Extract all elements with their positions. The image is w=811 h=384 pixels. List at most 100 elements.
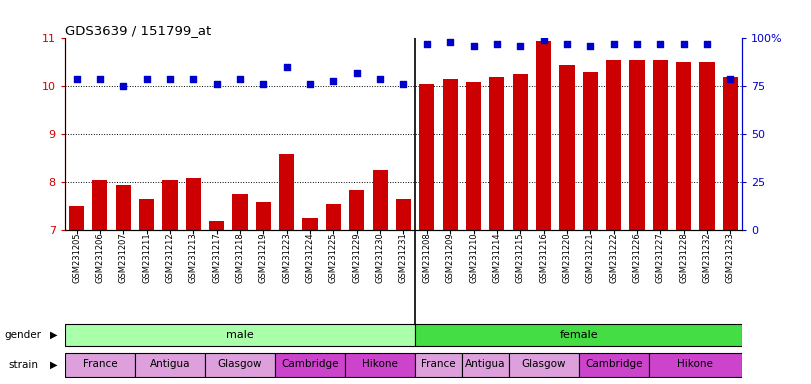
Text: GSM231209: GSM231209 <box>446 232 455 283</box>
Point <box>234 76 247 82</box>
Text: Hikone: Hikone <box>363 359 398 369</box>
Point <box>397 81 410 88</box>
Bar <box>629 60 645 230</box>
Bar <box>723 77 738 230</box>
Point <box>467 43 480 49</box>
Point <box>140 76 153 82</box>
Text: ▶: ▶ <box>50 330 58 340</box>
Bar <box>303 218 318 230</box>
Point <box>560 41 573 47</box>
Text: GSM231206: GSM231206 <box>96 232 105 283</box>
Point <box>607 41 620 47</box>
Text: Glasgow: Glasgow <box>218 359 262 369</box>
FancyBboxPatch shape <box>508 353 578 377</box>
FancyBboxPatch shape <box>461 353 508 377</box>
Point <box>537 37 550 43</box>
Text: GDS3639 / 151799_at: GDS3639 / 151799_at <box>65 24 211 37</box>
FancyBboxPatch shape <box>415 324 742 346</box>
Text: GSM231228: GSM231228 <box>679 232 689 283</box>
Text: GSM231227: GSM231227 <box>656 232 665 283</box>
Text: GSM231216: GSM231216 <box>539 232 548 283</box>
Bar <box>139 199 154 230</box>
Text: GSM231220: GSM231220 <box>563 232 572 283</box>
Point <box>444 39 457 45</box>
Text: Antigua: Antigua <box>150 359 191 369</box>
Text: GSM231232: GSM231232 <box>702 232 711 283</box>
Text: GSM231223: GSM231223 <box>282 232 291 283</box>
Text: GSM231211: GSM231211 <box>142 232 151 283</box>
Bar <box>699 62 714 230</box>
Bar <box>653 60 668 230</box>
Bar <box>326 204 341 230</box>
Point <box>654 41 667 47</box>
Point <box>584 43 597 49</box>
Text: Cambridge: Cambridge <box>281 359 339 369</box>
Bar <box>466 82 481 230</box>
Point <box>164 76 177 82</box>
Point <box>677 41 690 47</box>
Text: GSM231233: GSM231233 <box>726 232 735 283</box>
FancyBboxPatch shape <box>415 353 461 377</box>
Bar <box>233 194 247 230</box>
Text: GSM231230: GSM231230 <box>375 232 384 283</box>
Bar <box>582 72 598 230</box>
Point <box>70 76 83 82</box>
Text: GSM231229: GSM231229 <box>352 232 361 283</box>
Point <box>374 76 387 82</box>
Point <box>281 64 294 70</box>
Point <box>303 81 316 88</box>
Text: GSM231205: GSM231205 <box>72 232 81 283</box>
Text: GSM231218: GSM231218 <box>235 232 244 283</box>
Point <box>117 83 130 89</box>
Text: GSM231210: GSM231210 <box>469 232 478 283</box>
FancyBboxPatch shape <box>275 353 345 377</box>
Text: GSM231207: GSM231207 <box>118 232 128 283</box>
Point <box>491 41 504 47</box>
Bar <box>513 74 528 230</box>
Bar <box>162 180 178 230</box>
FancyBboxPatch shape <box>205 353 275 377</box>
Point <box>513 43 526 49</box>
Text: strain: strain <box>8 360 38 370</box>
Text: GSM231213: GSM231213 <box>189 232 198 283</box>
FancyBboxPatch shape <box>65 353 135 377</box>
Bar <box>279 154 294 230</box>
Text: gender: gender <box>4 330 41 340</box>
Text: GSM231208: GSM231208 <box>423 232 431 283</box>
FancyBboxPatch shape <box>649 353 742 377</box>
FancyBboxPatch shape <box>345 353 415 377</box>
Point <box>724 76 737 82</box>
Point <box>327 78 340 84</box>
Text: ▶: ▶ <box>50 360 58 370</box>
Text: France: France <box>421 359 456 369</box>
Bar <box>255 202 271 230</box>
Bar <box>186 177 201 230</box>
Bar <box>116 185 131 230</box>
Text: Antigua: Antigua <box>465 359 505 369</box>
Bar <box>69 207 84 230</box>
Text: GSM231221: GSM231221 <box>586 232 594 283</box>
FancyBboxPatch shape <box>578 353 649 377</box>
Bar <box>419 84 435 230</box>
Point <box>630 41 643 47</box>
Text: GSM231214: GSM231214 <box>492 232 501 283</box>
Text: France: France <box>83 359 118 369</box>
Text: male: male <box>226 329 254 339</box>
Text: GSM231231: GSM231231 <box>399 232 408 283</box>
Bar <box>606 60 621 230</box>
Text: GSM231219: GSM231219 <box>259 232 268 283</box>
Point <box>420 41 433 47</box>
FancyBboxPatch shape <box>135 353 205 377</box>
Point <box>187 76 200 82</box>
Text: Glasgow: Glasgow <box>521 359 566 369</box>
Text: GSM231217: GSM231217 <box>212 232 221 283</box>
FancyBboxPatch shape <box>65 324 415 346</box>
Bar <box>209 221 225 230</box>
Bar <box>489 77 504 230</box>
Bar <box>350 190 364 230</box>
Text: GSM231225: GSM231225 <box>329 232 338 283</box>
Text: Cambridge: Cambridge <box>585 359 642 369</box>
Point <box>93 76 106 82</box>
Text: female: female <box>560 329 598 339</box>
Bar <box>443 79 457 230</box>
